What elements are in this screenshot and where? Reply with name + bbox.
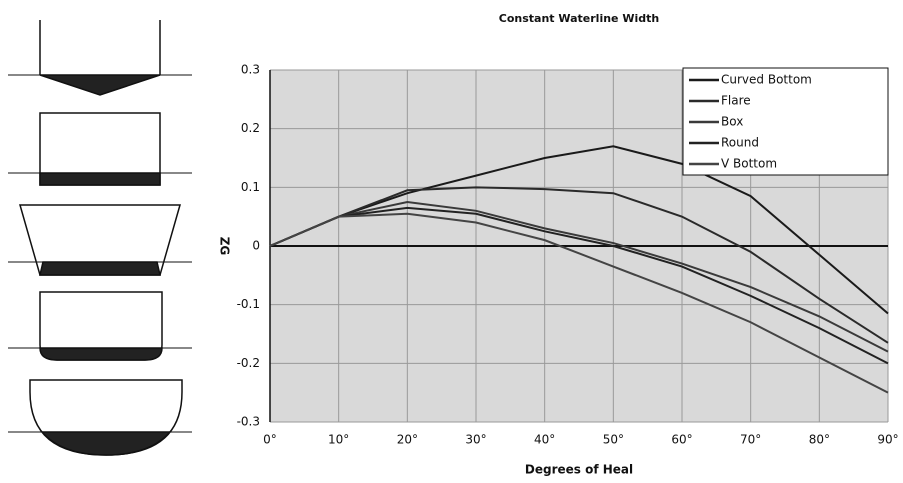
y-axis-title: ZG [218, 237, 232, 256]
y-tick-label: 0.1 [241, 180, 260, 194]
legend-label: Round [721, 136, 759, 150]
x-tick-label: 20° [397, 433, 418, 447]
series-line [269, 200, 889, 353]
hull-diagrams [8, 20, 192, 456]
chart-title: Constant Waterline Width [499, 12, 659, 25]
x-tick-label: 50° [603, 433, 624, 447]
x-tick-label: 60° [671, 433, 692, 447]
series-line [269, 212, 889, 394]
x-tick-label: 0° [263, 433, 277, 447]
legend-label: Box [721, 115, 743, 129]
legend-label: Curved Bottom [721, 73, 812, 87]
x-tick-label: 30° [465, 433, 486, 447]
x-tick-label: 70° [740, 433, 761, 447]
x-tick-label: 10° [328, 433, 349, 447]
y-tick-label: -0.3 [237, 415, 260, 429]
legend-label: Flare [721, 94, 751, 108]
x-tick-label: 80° [809, 433, 830, 447]
y-tick-label: 0 [252, 239, 260, 253]
x-tick-label: 40° [534, 433, 555, 447]
series-line [269, 206, 889, 365]
y-tick-label: -0.1 [237, 297, 260, 311]
y-tick-label: 0.2 [241, 121, 260, 135]
series-line [269, 186, 889, 344]
y-tick-label: -0.2 [237, 356, 260, 370]
y-tick-label: 0.3 [241, 63, 260, 77]
legend-label: V Bottom [721, 157, 777, 171]
x-axis-title: Degrees of Heal [525, 463, 633, 477]
x-tick-label: 90° [877, 433, 898, 447]
series-line [269, 145, 889, 315]
legend-box [682, 67, 889, 176]
